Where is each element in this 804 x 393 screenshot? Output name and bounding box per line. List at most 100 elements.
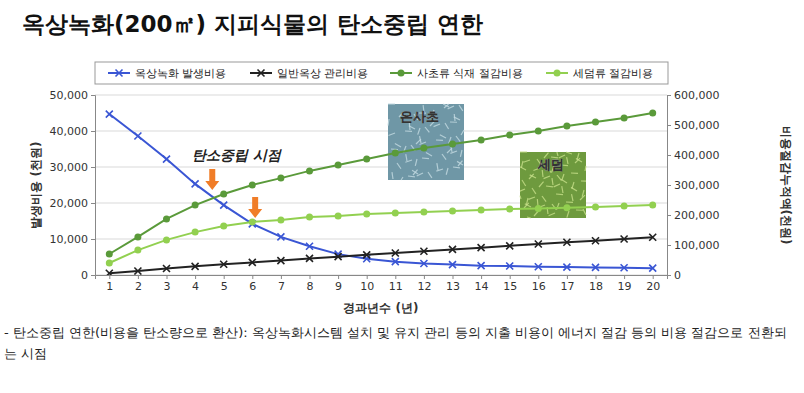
point (106, 251, 113, 258)
grid-line (95, 239, 667, 240)
tick: 12 (417, 275, 431, 293)
tick: 9 (335, 275, 342, 293)
point (449, 208, 456, 215)
point (163, 265, 170, 272)
point (220, 223, 227, 230)
annotation-text: 탄소중립 시점 (192, 147, 282, 163)
point (306, 255, 313, 262)
point (363, 155, 370, 162)
point (220, 191, 227, 198)
page: 옥상녹화(200㎡) 지피식물의 탄소중립 연한010,00020,00030,… (0, 0, 804, 393)
point (134, 247, 141, 254)
tick-mark (424, 275, 425, 279)
tick: 8 (307, 275, 314, 293)
photo-texture (524, 203, 529, 208)
point (649, 265, 656, 272)
y2-axis-title: 비용절감누적액(천원) (779, 126, 793, 245)
point (563, 122, 570, 129)
point (392, 149, 399, 156)
tick-mark (91, 131, 95, 132)
point (563, 239, 570, 246)
tick-label: 40,000 (50, 125, 89, 138)
point (220, 202, 227, 209)
point (478, 262, 485, 269)
photo-texture (450, 151, 457, 153)
tick-label: 12 (417, 280, 431, 293)
tick-label: 10 (360, 280, 374, 293)
point (249, 218, 256, 225)
tick-mark (667, 125, 671, 126)
photo-texture (425, 127, 429, 132)
photo-texture (585, 166, 586, 171)
tick: 10 (360, 275, 374, 293)
point (335, 253, 342, 260)
tick-mark (453, 275, 454, 279)
tick-mark (538, 275, 539, 279)
tick-label: 0 (674, 269, 681, 282)
tick-label: 11 (389, 280, 403, 293)
y-axis: 010,00020,00030,00040,00050,000 (50, 89, 96, 282)
tick-label: 600,000 (674, 89, 720, 102)
tick: 3 (164, 275, 171, 293)
photo-texture (450, 121, 457, 122)
photo-texture (419, 142, 426, 144)
tick-label: 8 (307, 280, 314, 293)
point (478, 244, 485, 251)
photo-texture (539, 182, 544, 187)
photo-texture (437, 163, 438, 170)
photo-texture (443, 104, 449, 107)
photo: 은사초 (388, 104, 464, 180)
point (420, 145, 427, 152)
photo-texture (415, 159, 417, 166)
photo-texture (418, 128, 420, 135)
series (106, 111, 656, 272)
point (277, 257, 284, 264)
tick-mark (667, 155, 671, 156)
point (106, 260, 113, 267)
tick-label: 7 (278, 280, 285, 293)
point (478, 137, 485, 144)
photo-texture (522, 180, 526, 186)
point (506, 263, 513, 270)
point (106, 270, 113, 275)
legend-item: 옥상녹화 발생비용 (108, 67, 227, 80)
tick-label: 1 (106, 280, 113, 293)
point (306, 243, 313, 250)
photo-texture (401, 177, 403, 180)
footnote: - 탄소중립 연한(비용을 탄소량으로 환산): 옥상녹화시스템 설치 및 유지… (4, 322, 796, 364)
point (163, 215, 170, 222)
photo-texture (453, 166, 460, 168)
legend-marker (398, 70, 405, 77)
photo-texture (434, 124, 440, 127)
photo-texture (529, 174, 534, 179)
tick-label: 30,000 (50, 161, 89, 174)
tick: 40,000 (50, 125, 96, 138)
photo-texture (520, 189, 525, 191)
tick: 14 (475, 275, 489, 293)
legend-item: 일반옥상 관리비용 (250, 67, 369, 80)
point (277, 233, 284, 240)
tick-label: 6 (249, 280, 256, 293)
tick-label: 14 (475, 280, 489, 293)
photo-texture (416, 139, 421, 144)
axis-line (668, 96, 672, 276)
tick: 30,000 (50, 161, 96, 174)
tick: 11 (389, 275, 403, 293)
tick: 13 (446, 275, 460, 293)
tick-mark (310, 275, 311, 279)
point (535, 263, 542, 270)
photo-texture (442, 154, 446, 160)
series-line (109, 205, 652, 263)
point (306, 167, 313, 174)
photo-texture (413, 170, 418, 175)
series-area (106, 110, 656, 276)
point (649, 234, 656, 241)
tick: 15 (503, 275, 517, 293)
photo-texture (556, 193, 563, 195)
point (192, 229, 199, 236)
point (392, 258, 399, 265)
tick-label: 9 (335, 280, 342, 293)
tick-mark (224, 275, 225, 279)
tick: 4 (192, 275, 199, 293)
point (106, 111, 113, 118)
